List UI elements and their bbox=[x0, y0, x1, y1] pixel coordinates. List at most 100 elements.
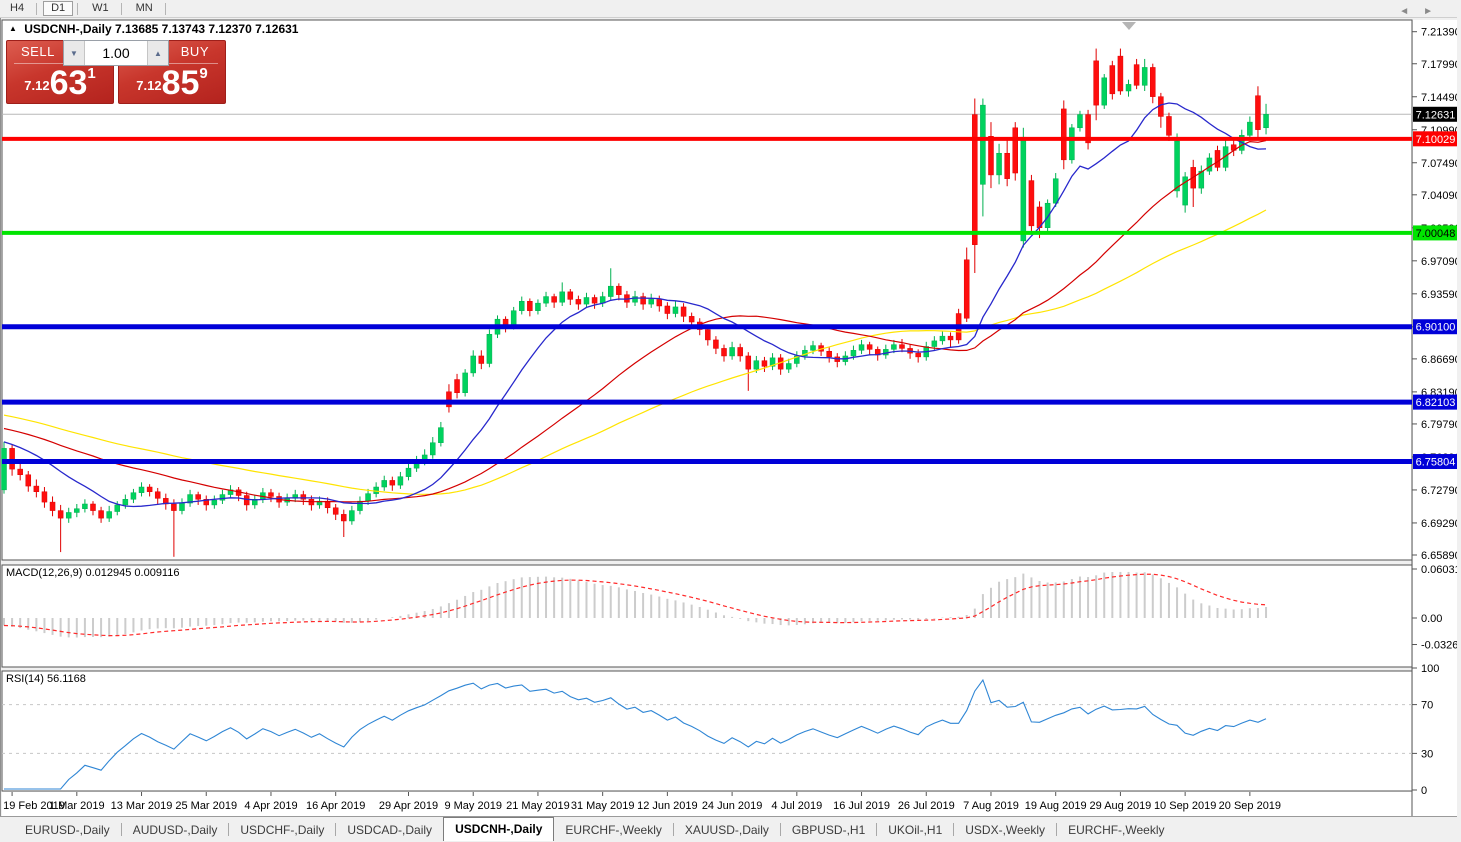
candle-body bbox=[575, 299, 582, 305]
candle-body bbox=[996, 152, 1002, 176]
tab-scroll-right-icon[interactable]: ► bbox=[1423, 6, 1447, 17]
candle-body bbox=[146, 486, 153, 492]
tab-separator bbox=[1056, 823, 1058, 836]
symbol-marker-icon: ▲ bbox=[9, 24, 17, 33]
symbol-tab-eurusd-daily[interactable]: EURUSD-,Daily bbox=[25, 822, 110, 837]
candle-body bbox=[1214, 150, 1221, 168]
candle-body bbox=[430, 442, 436, 456]
candle-body bbox=[769, 357, 776, 367]
date-tick-label: 13 Mar 2019 bbox=[111, 800, 173, 812]
timeframe-button-mn[interactable]: MN bbox=[135, 2, 153, 14]
toolbar-separator bbox=[36, 2, 38, 15]
candle-body bbox=[616, 285, 622, 295]
candle-body bbox=[737, 347, 743, 357]
candle-body bbox=[632, 296, 638, 303]
candle-body bbox=[1255, 95, 1261, 130]
candle-body bbox=[721, 348, 727, 357]
candle-body bbox=[1061, 108, 1067, 161]
volume-decrease-button[interactable]: ▼ bbox=[64, 41, 85, 65]
symbol-tab-audusd-daily[interactable]: AUDUSD-,Daily bbox=[132, 822, 218, 837]
date-tick-label: 26 Jul 2019 bbox=[898, 800, 955, 812]
symbol-tab-xauusd-daily[interactable]: XAUUSD-,Daily bbox=[684, 822, 769, 837]
candle-body bbox=[1052, 178, 1059, 204]
candle-body bbox=[1077, 114, 1083, 129]
tab-scroll-left-icon[interactable]: ◄ bbox=[1399, 6, 1424, 17]
volume-input[interactable] bbox=[85, 41, 147, 65]
rsi-line bbox=[4, 678, 1267, 790]
price-tick-label: 6.69290 bbox=[1421, 518, 1461, 530]
symbol-tab-usdcnh-daily[interactable]: USDCNH-,Daily bbox=[443, 816, 555, 841]
rsi-tick-label: 70 bbox=[1421, 700, 1433, 712]
candle-body bbox=[381, 480, 387, 488]
date-tick-label: 10 Sep 2019 bbox=[1154, 800, 1216, 812]
tab-separator bbox=[953, 823, 955, 836]
timeframe-button-d1[interactable]: D1 bbox=[43, 1, 74, 16]
price-badge-label: 7.10029 bbox=[1416, 134, 1456, 146]
tab-scroll-arrows: ◄► bbox=[1399, 6, 1447, 17]
sell-button[interactable]: SELL 7.12631 bbox=[6, 40, 114, 104]
candle-body bbox=[154, 491, 161, 499]
symbol-tab-usdx-weekly[interactable]: USDX-,Weekly bbox=[965, 822, 1046, 837]
candle-body bbox=[122, 499, 129, 506]
symbol-tab-ukoil-h1[interactable]: UKOil-,H1 bbox=[888, 822, 943, 837]
candle-body bbox=[1085, 114, 1091, 144]
sell-price-small: 7.12 bbox=[24, 78, 50, 93]
ma-line-13 bbox=[3, 102, 1267, 508]
symbol-tab-gbpusd-h1[interactable]: GBPUSD-,H1 bbox=[791, 822, 866, 837]
ma-line-34 bbox=[3, 139, 1267, 503]
candle-body bbox=[972, 114, 978, 245]
candle-body bbox=[963, 259, 970, 319]
price-axis-strip bbox=[1413, 20, 1458, 816]
candle-body bbox=[17, 468, 23, 476]
volume-increase-button[interactable]: ▲ bbox=[147, 41, 168, 65]
candle-body bbox=[551, 296, 557, 303]
timeframe-button-h4[interactable]: H4 bbox=[10, 2, 25, 14]
candle-body bbox=[1263, 114, 1269, 129]
rsi-panel[interactable] bbox=[1, 670, 1413, 792]
timeframe-button-w1[interactable]: W1 bbox=[92, 2, 109, 14]
candle-body bbox=[179, 502, 185, 511]
candle-body bbox=[640, 296, 646, 305]
date-tick-label: 19 Feb 2019 bbox=[3, 800, 65, 812]
date-tick-label: 16 Jul 2019 bbox=[833, 800, 890, 812]
date-tick-label: 12 Jun 2019 bbox=[637, 800, 698, 812]
date-tick-label: 19 Aug 2019 bbox=[1025, 800, 1087, 812]
rsi-tick-label: 0 bbox=[1421, 785, 1427, 797]
symbol-tab-eurchf-weekly[interactable]: EURCHF-,Weekly bbox=[565, 822, 662, 837]
candle-body bbox=[90, 503, 96, 511]
candle-body bbox=[462, 372, 468, 393]
candle-body bbox=[187, 494, 193, 504]
symbol-tab-usdchf-daily[interactable]: USDCHF-,Daily bbox=[240, 822, 325, 837]
candle-body bbox=[980, 104, 986, 185]
candle-body bbox=[1133, 64, 1140, 86]
candle-body bbox=[1044, 202, 1051, 228]
candle-body bbox=[130, 492, 137, 500]
candle-body bbox=[858, 344, 865, 351]
candle-body bbox=[1182, 176, 1188, 206]
candle-body bbox=[543, 296, 549, 304]
buy-label: BUY bbox=[180, 44, 209, 59]
candle-body bbox=[527, 301, 533, 311]
price-badge-label: 7.00048 bbox=[1416, 228, 1456, 240]
date-tick-label: 9 May 2019 bbox=[444, 800, 501, 812]
symbol-tab-bar: EURUSD-,Daily AUDUSD-,Daily USDCHF-,Daily U… bbox=[0, 816, 1461, 842]
price-badge-6.90100 bbox=[1413, 319, 1458, 335]
candle-body bbox=[705, 329, 711, 341]
price-badge-label: 6.90100 bbox=[1416, 322, 1456, 334]
main-chart-panel[interactable] bbox=[1, 19, 1413, 561]
symbol-tab-usdcad-daily[interactable]: USDCAD-,Daily bbox=[347, 822, 433, 837]
candle-body bbox=[138, 486, 145, 493]
candle-body bbox=[761, 360, 768, 367]
tab-separator bbox=[228, 823, 230, 836]
symbol-tab-eurchf-weekly[interactable]: EURCHF-,Weekly bbox=[1068, 822, 1165, 837]
candle-body bbox=[785, 363, 792, 370]
sell-price-sup: 1 bbox=[87, 65, 96, 82]
candle-body bbox=[203, 499, 209, 506]
candle-body bbox=[106, 511, 112, 519]
chart-ohlc-values: 7.13685 7.13743 7.12370 7.12631 bbox=[114, 22, 299, 36]
candle-body bbox=[656, 299, 663, 307]
macd-tick-label: -0.032648 bbox=[1421, 640, 1461, 652]
one-click-trading-widget: SELL 7.12631 BUY 7.12859 ▼ ▲ bbox=[6, 40, 226, 104]
